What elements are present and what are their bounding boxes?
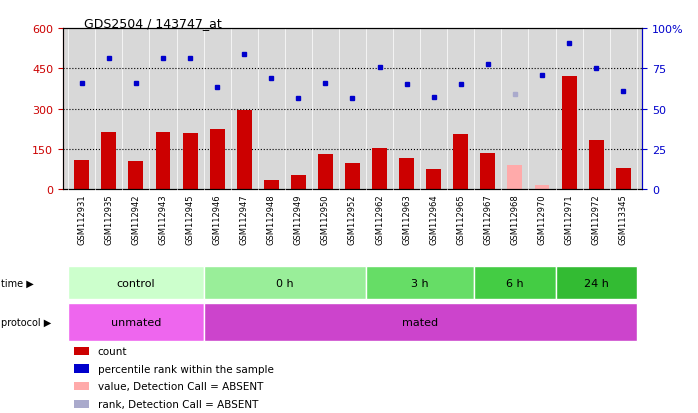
Bar: [453, 135, 468, 190]
Text: control: control: [117, 278, 155, 288]
Bar: [68, 266, 204, 300]
Bar: [75, 400, 89, 408]
Bar: [480, 154, 496, 190]
Bar: [68, 304, 204, 341]
Bar: [535, 186, 549, 190]
Text: 6 h: 6 h: [506, 278, 524, 288]
Text: 3 h: 3 h: [411, 278, 429, 288]
Text: GSM112942: GSM112942: [131, 194, 140, 244]
Text: GSM112948: GSM112948: [267, 194, 276, 244]
Bar: [156, 132, 170, 190]
Text: GSM112950: GSM112950: [321, 194, 330, 244]
Bar: [209, 130, 225, 190]
Text: mated: mated: [402, 317, 438, 327]
Text: percentile rank within the sample: percentile rank within the sample: [98, 364, 274, 374]
Text: value, Detection Call = ABSENT: value, Detection Call = ABSENT: [98, 381, 263, 391]
Bar: [75, 365, 89, 373]
Text: GSM112952: GSM112952: [348, 194, 357, 244]
Bar: [562, 77, 577, 190]
Bar: [616, 169, 631, 190]
Bar: [74, 160, 89, 190]
Bar: [372, 148, 387, 190]
Text: GSM112970: GSM112970: [537, 194, 547, 244]
Text: rank, Detection Call = ABSENT: rank, Detection Call = ABSENT: [98, 399, 258, 409]
Text: GSM112943: GSM112943: [158, 194, 168, 244]
Bar: [426, 170, 441, 190]
Bar: [556, 266, 637, 300]
Text: GSM112947: GSM112947: [239, 194, 248, 244]
Text: GSM112935: GSM112935: [104, 194, 113, 244]
Text: GSM112971: GSM112971: [565, 194, 574, 244]
Text: unmated: unmated: [111, 317, 161, 327]
Text: GSM113345: GSM113345: [618, 194, 628, 244]
Text: GSM112945: GSM112945: [186, 194, 195, 244]
Bar: [345, 163, 360, 190]
Bar: [204, 304, 637, 341]
Bar: [318, 155, 333, 190]
Text: GSM112931: GSM112931: [77, 194, 87, 244]
Text: GSM112946: GSM112946: [213, 194, 222, 244]
Bar: [264, 180, 279, 190]
Text: GSM112962: GSM112962: [375, 194, 384, 244]
Text: GSM112963: GSM112963: [402, 194, 411, 244]
Text: GSM112968: GSM112968: [510, 194, 519, 244]
Bar: [366, 266, 475, 300]
Bar: [75, 382, 89, 391]
Bar: [101, 132, 117, 190]
Bar: [183, 133, 198, 190]
Bar: [507, 166, 522, 190]
Bar: [291, 175, 306, 190]
Bar: [588, 140, 604, 190]
Bar: [75, 347, 89, 356]
Bar: [128, 162, 143, 190]
Bar: [475, 266, 556, 300]
Text: GDS2504 / 143747_at: GDS2504 / 143747_at: [84, 17, 221, 29]
Text: GSM112964: GSM112964: [429, 194, 438, 244]
Text: 0 h: 0 h: [276, 278, 294, 288]
Bar: [237, 111, 252, 190]
Text: time ▶: time ▶: [1, 278, 34, 288]
Text: GSM112972: GSM112972: [592, 194, 601, 244]
Text: GSM112965: GSM112965: [456, 194, 466, 244]
Text: GSM112949: GSM112949: [294, 194, 303, 244]
Text: count: count: [98, 346, 127, 356]
Text: 24 h: 24 h: [584, 278, 609, 288]
Text: GSM112967: GSM112967: [483, 194, 492, 244]
Text: protocol ▶: protocol ▶: [1, 317, 51, 327]
Bar: [204, 266, 366, 300]
Bar: [399, 159, 414, 190]
